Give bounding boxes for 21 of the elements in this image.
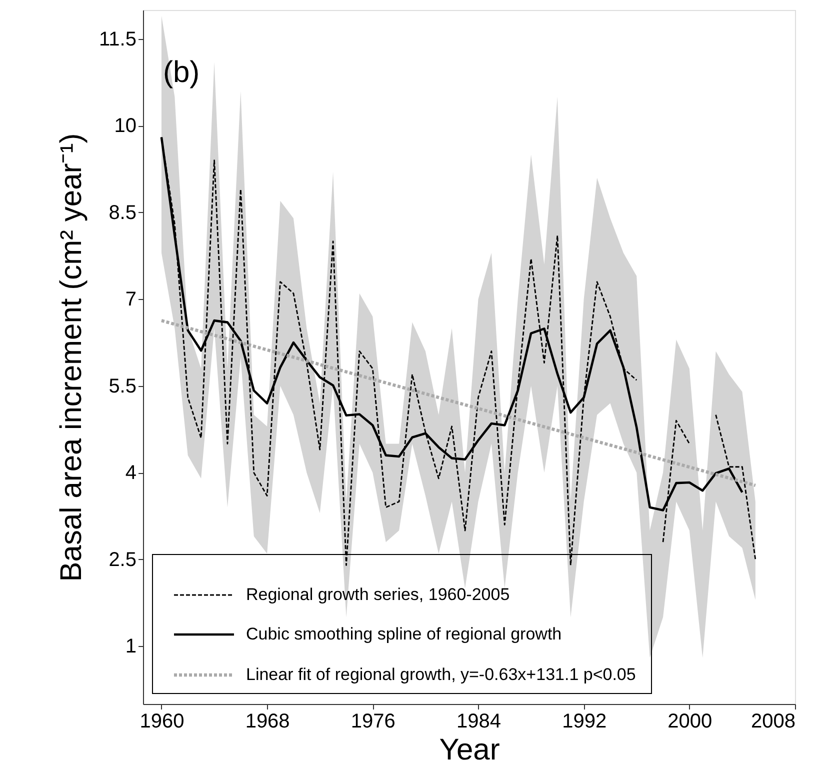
x-tick-label: 2008	[751, 710, 796, 732]
legend-label: Linear fit of regional growth, y=-0.63x+131.1 p<0.05	[246, 665, 636, 684]
y-tick-label: 10	[114, 115, 136, 138]
y-tick-label: 7	[125, 288, 136, 311]
y-tick-label: 2.5	[108, 548, 136, 571]
y-tick-label: 4	[125, 462, 136, 484]
y-tick-label: 1	[125, 636, 136, 658]
legend-label: Regional growth series, 1960-2005	[246, 585, 510, 604]
x-tick-label: 1984	[456, 710, 501, 732]
x-tick-label: 2000	[668, 710, 712, 732]
y-axis-title: Basal area increment (cm² year⁻¹)	[55, 133, 88, 582]
y-tick-label: 8.5	[108, 202, 136, 224]
x-axis-title: Year	[439, 734, 500, 766]
annotation: (b)	[163, 56, 200, 89]
x-tick-label: 1992	[562, 710, 607, 732]
y-tick-label: 11.5	[99, 28, 136, 50]
x-tick-label: 1968	[245, 710, 290, 732]
y-tick-label: 5.5	[108, 375, 136, 398]
x-tick-label: 1960	[140, 710, 184, 732]
legend-label: Cubic smoothing spline of regional growth	[246, 624, 562, 644]
x-tick-label: 1976	[350, 710, 396, 732]
